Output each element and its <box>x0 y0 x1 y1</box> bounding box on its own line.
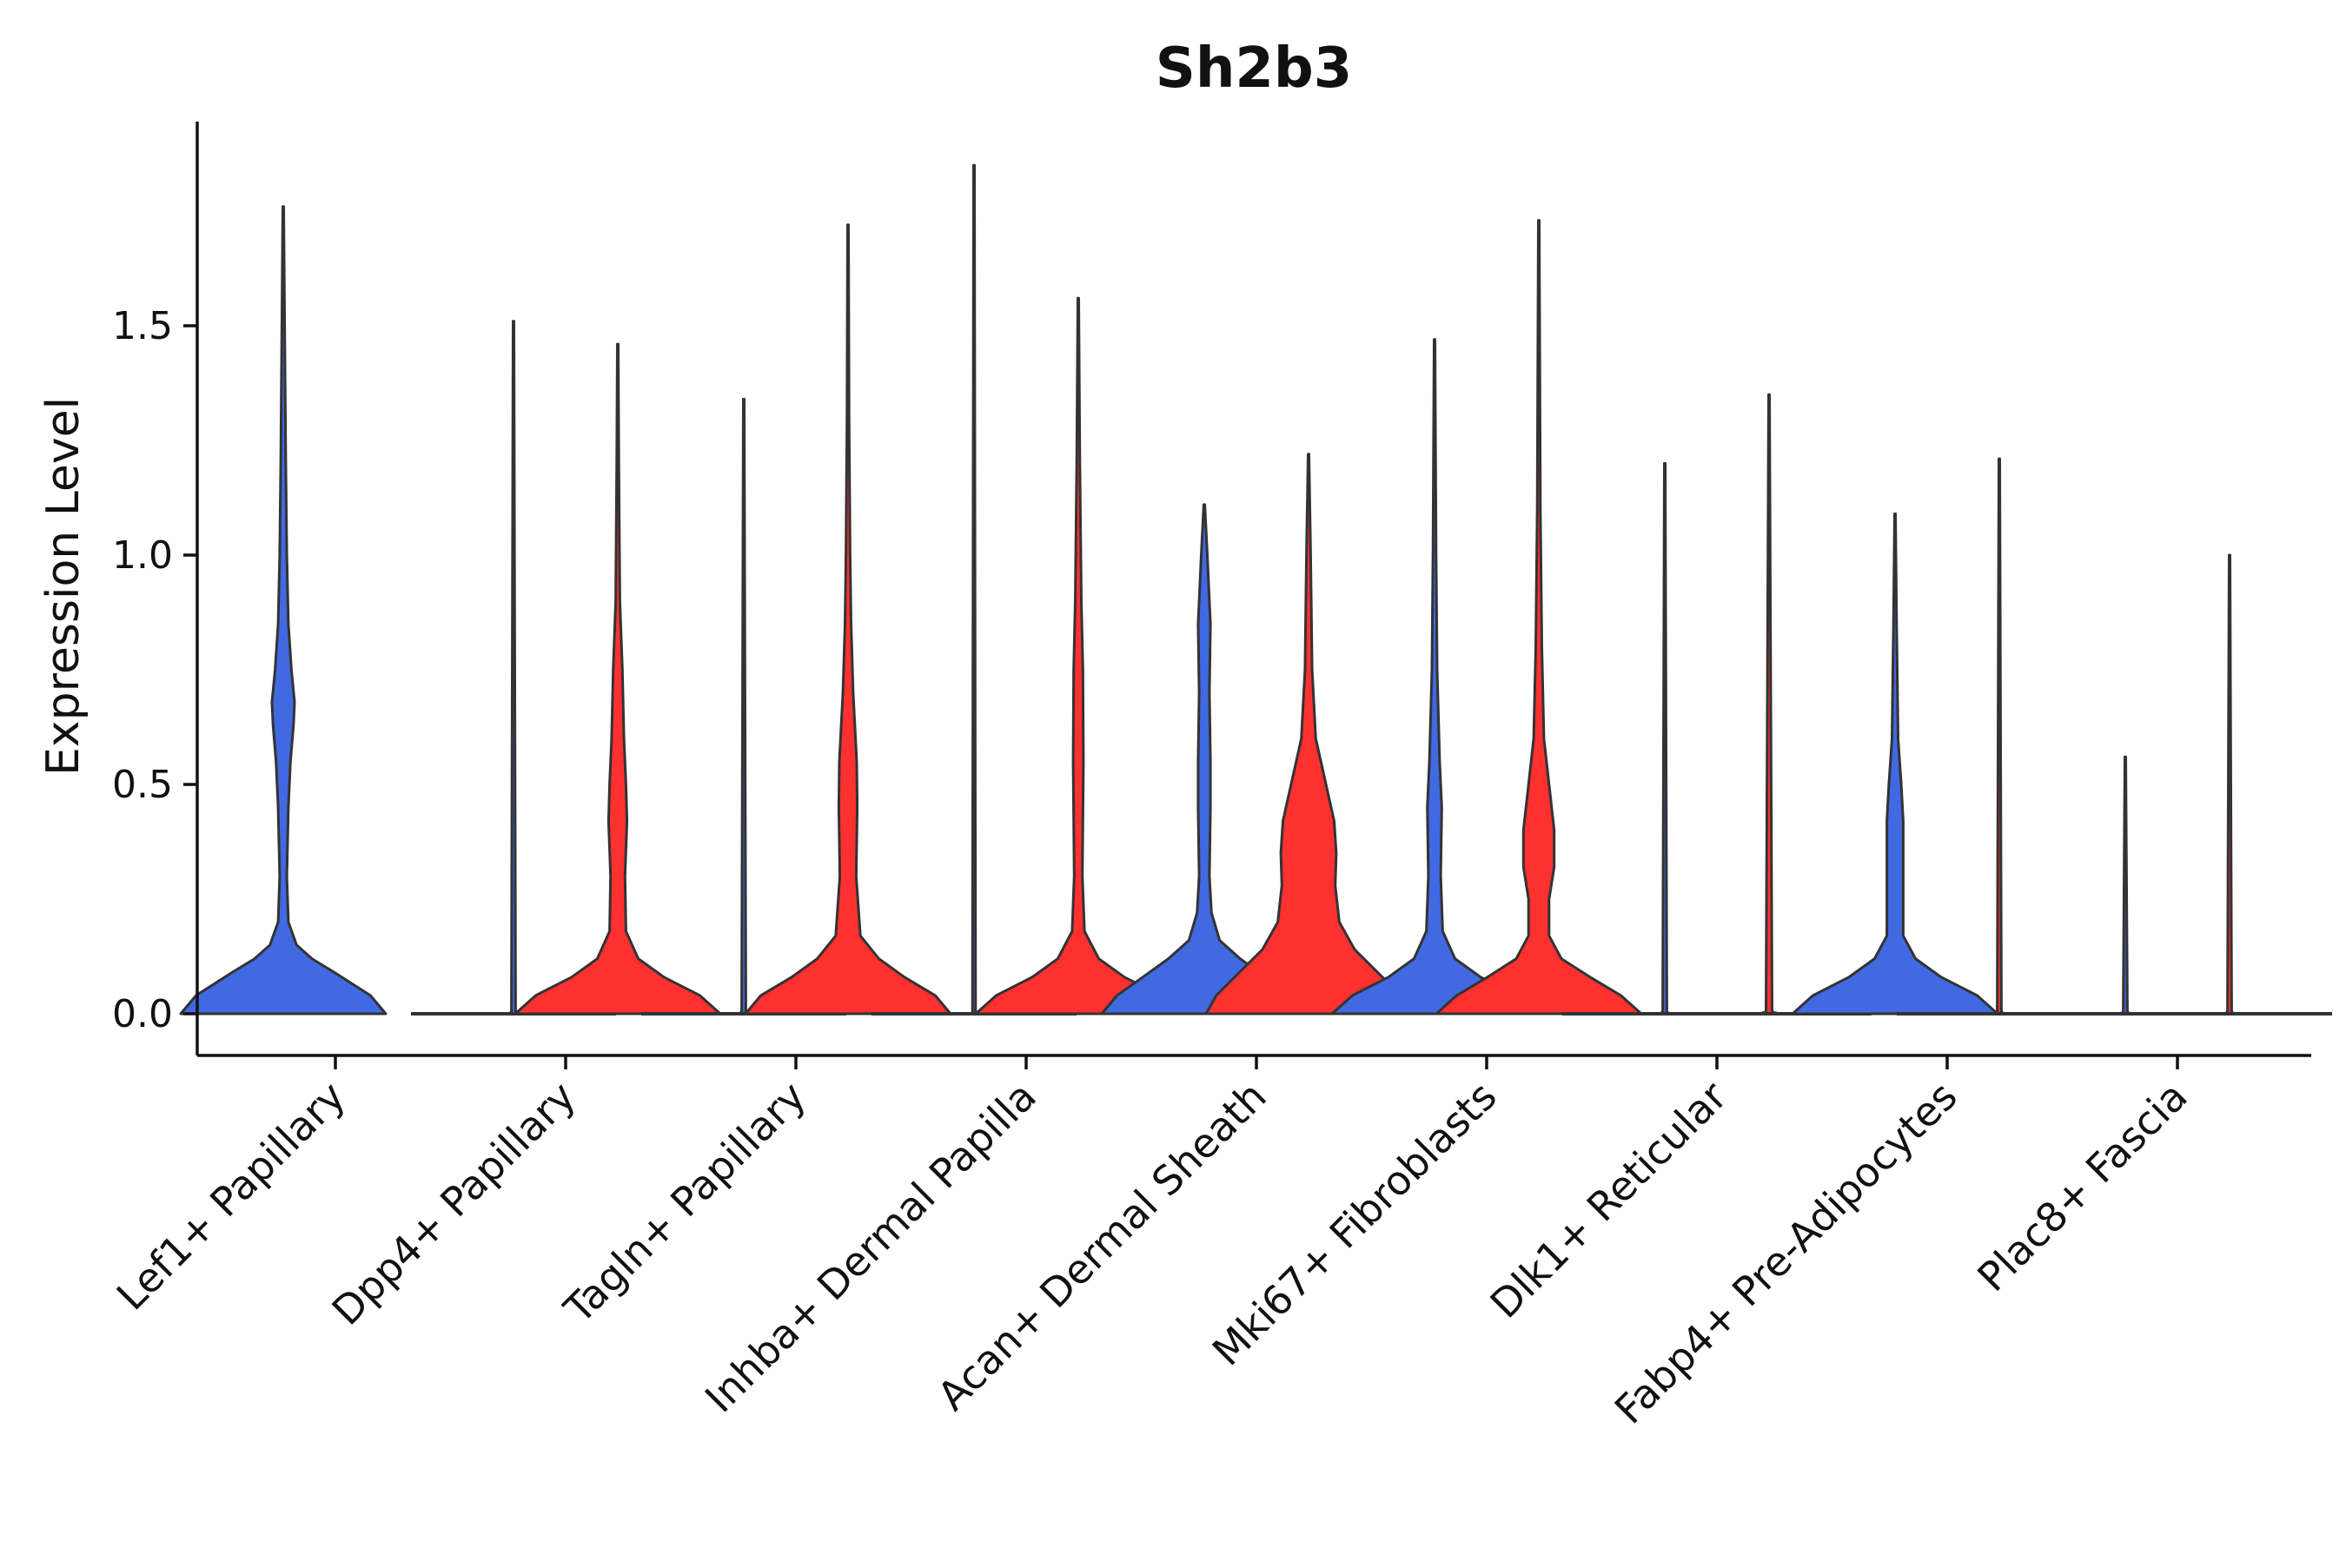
y-tick-label-1.0: 1.0 <box>112 533 173 578</box>
violin-dpp4-papillary-b <box>514 342 722 1016</box>
y-tick-label-0.5: 0.5 <box>112 763 173 807</box>
violin-inhba-dermal-papilla-b <box>974 296 1183 1016</box>
violin-mki67-fibroblasts-b <box>1435 219 1643 1016</box>
y-tick-label-0.0: 0.0 <box>112 992 173 1036</box>
violin-lef1-papillary-a <box>179 205 388 1016</box>
chart-title: Sh2b3 <box>1156 36 1353 101</box>
violin-fabp4-pre-adipocytes-a <box>1791 513 1999 1016</box>
violin-mki67-fibroblasts-a <box>1330 338 1539 1016</box>
y-tick-label-1.5: 1.5 <box>112 304 173 348</box>
y-axis-title: Expression Level <box>37 397 89 776</box>
violin-tagln-papillary-b <box>744 223 952 1016</box>
violin-acan-dermal-sheath-b <box>1204 453 1413 1016</box>
violin-group <box>179 163 2332 1016</box>
violin-acan-dermal-sheath-a <box>1100 503 1309 1016</box>
